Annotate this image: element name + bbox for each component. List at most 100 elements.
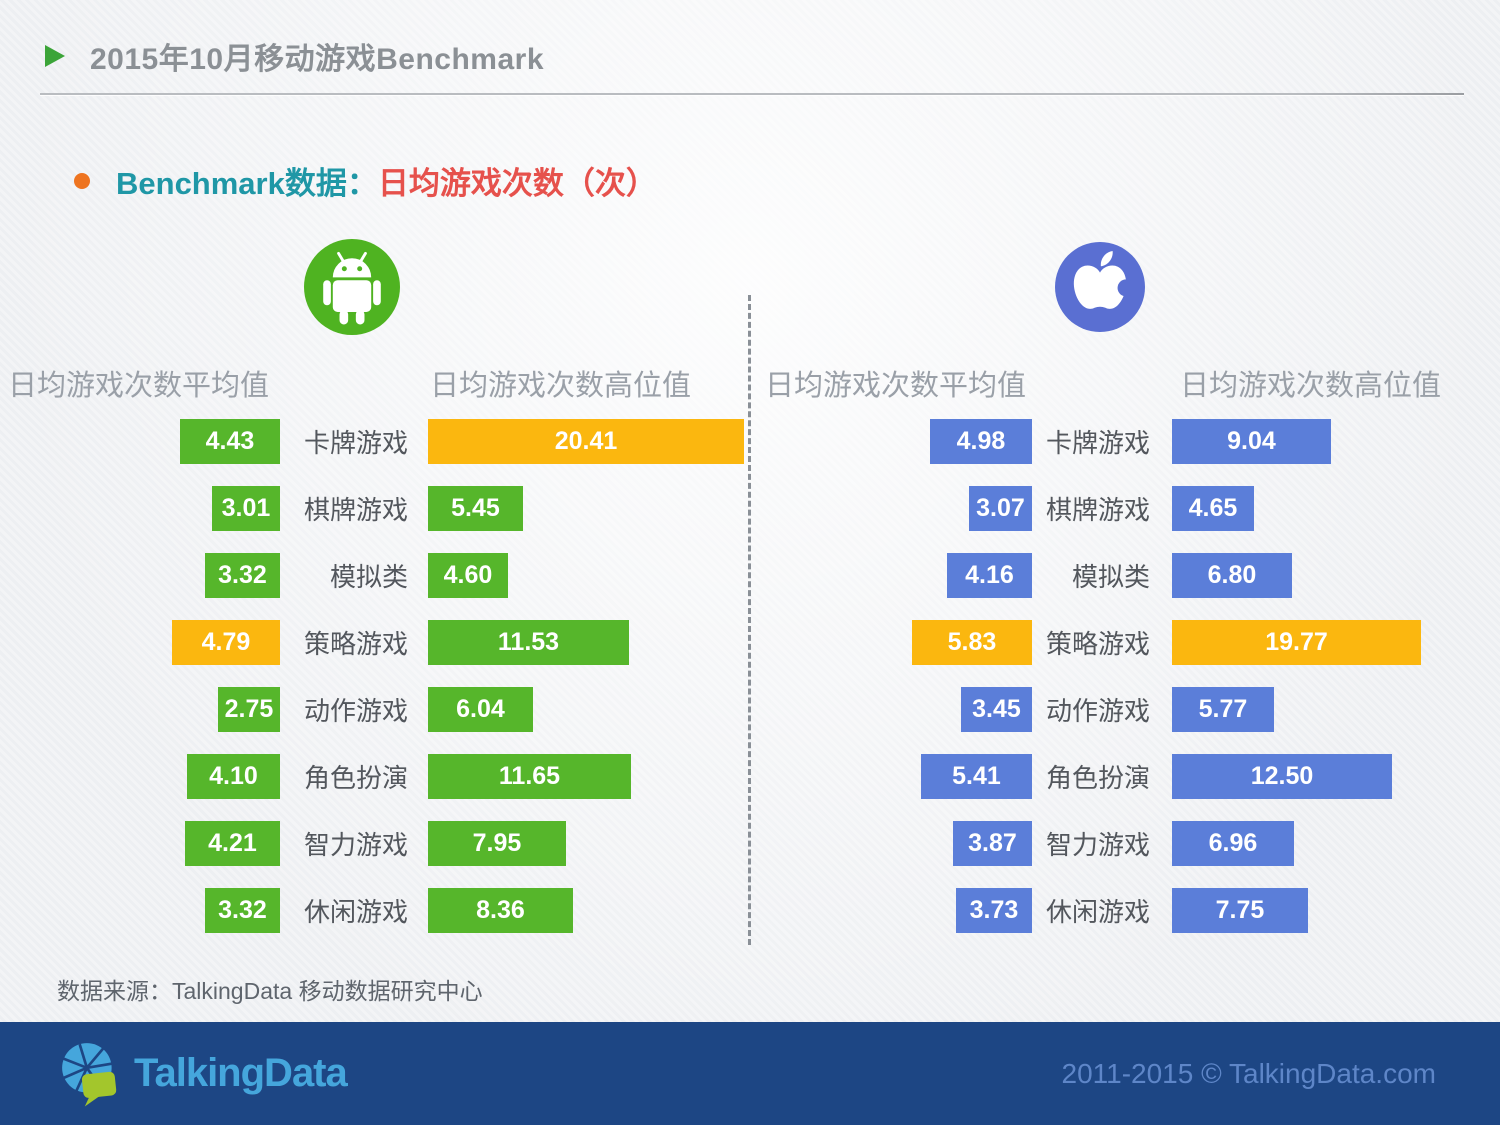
- high-bar: 9.04: [1172, 419, 1331, 464]
- high-bar: 5.45: [428, 486, 523, 531]
- high-bar-value: 4.60: [443, 561, 493, 589]
- average-bar-cell: 3.87: [750, 821, 1032, 866]
- high-bar-cell: 5.45: [428, 486, 750, 531]
- ios-rows: 4.98 卡牌游戏 9.04 3.07 棋牌游戏 4.65 4.16 模拟类 6.80 5.83 策…: [750, 408, 1500, 944]
- average-bar: 4.98: [930, 419, 1032, 464]
- high-bar-cell: 8.36: [428, 888, 750, 933]
- benchmark-row: 4.10 角色扮演 11.65: [0, 743, 750, 810]
- average-bar-value: 2.75: [224, 695, 274, 723]
- average-bar-value: 3.32: [218, 561, 267, 589]
- average-bar-cell: 4.21: [0, 821, 280, 866]
- benchmark-row: 4.21 智力游戏 7.95: [0, 810, 750, 877]
- benchmark-row: 4.79 策略游戏 11.53: [0, 609, 750, 676]
- footer-copyright: 2011-2015 © TalkingData.com: [1061, 1057, 1437, 1089]
- high-bar-value: 4.65: [1188, 494, 1238, 522]
- subtitle-bullet-icon: [74, 172, 90, 189]
- high-bar-cell: 6.80: [1172, 553, 1500, 598]
- high-bar: 4.65: [1172, 486, 1254, 531]
- average-bar-cell: 4.43: [0, 419, 280, 464]
- android-rows: 4.43 卡牌游戏 20.41 3.01 棋牌游戏 5.45 3.32 模拟类 4.60 4.79…: [0, 408, 750, 944]
- android-benchmark-panel: 日均游戏次数平均值 日均游戏次数高位值 4.43 卡牌游戏 20.41 3.01 棋牌游戏 5…: [0, 355, 750, 955]
- high-bar-value: 20.41: [554, 427, 618, 455]
- average-bar: 4.79: [172, 620, 280, 665]
- high-bar: 11.53: [428, 620, 629, 665]
- source-note: 数据来源：TalkingData 移动数据研究中心: [57, 978, 483, 1004]
- average-bar-cell: 2.75: [0, 687, 280, 732]
- high-bar: 20.41: [428, 419, 744, 464]
- high-bar-cell: 9.04: [1172, 419, 1500, 464]
- benchmark-row: 3.73 休闲游戏 7.75: [750, 877, 1500, 944]
- average-bar-value: 3.01: [221, 494, 271, 522]
- category-label: 休闲游戏: [1045, 897, 1150, 927]
- average-bar-value: 3.87: [968, 829, 1017, 857]
- high-bar: 7.95: [428, 821, 566, 866]
- ios-average-column-header: 日均游戏次数平均值: [765, 370, 1027, 402]
- high-bar-cell: 6.96: [1172, 821, 1500, 866]
- page-title: 2015年10月移动游戏Benchmark: [90, 43, 545, 76]
- category-label: 动作游戏: [1045, 696, 1150, 726]
- average-bar-value: 3.73: [969, 896, 1019, 924]
- average-bar-cell: 3.45: [750, 687, 1032, 732]
- average-bar-value: 4.79: [201, 628, 251, 656]
- category-label: 智力游戏: [303, 830, 408, 860]
- high-bar: 5.77: [1172, 687, 1274, 732]
- average-bar: 4.21: [185, 821, 280, 866]
- benchmark-row: 5.83 策略游戏 19.77: [750, 609, 1500, 676]
- category-label: 棋牌游戏: [1045, 495, 1150, 525]
- high-bar-value: 19.77: [1265, 628, 1328, 656]
- average-bar: 3.73: [956, 888, 1032, 933]
- android-robot-glyph: [323, 251, 381, 325]
- average-bar-cell: 4.10: [0, 754, 280, 799]
- subtitle-prefix: Benchmark数据：: [116, 166, 378, 201]
- average-bar-cell: 4.98: [750, 419, 1032, 464]
- average-bar-cell: 3.32: [0, 888, 280, 933]
- footer-brand-name: TalkingData: [134, 1051, 348, 1095]
- average-bar: 4.16: [947, 553, 1032, 598]
- ios-benchmark-panel: 日均游戏次数平均值 日均游戏次数高位值 4.98 卡牌游戏 9.04 3.07 棋牌游戏 4.…: [750, 355, 1500, 955]
- average-bar-cell: 4.79: [0, 620, 280, 665]
- high-bar-value: 8.36: [476, 896, 525, 924]
- title-divider: [40, 93, 1464, 95]
- ios-high-column-header: 日均游戏次数高位值: [1180, 370, 1442, 402]
- category-label: 角色扮演: [1045, 763, 1150, 793]
- high-bar: 7.75: [1172, 888, 1308, 933]
- high-bar: 6.96: [1172, 821, 1294, 866]
- benchmark-row: 3.87 智力游戏 6.96: [750, 810, 1500, 877]
- benchmark-row: 4.43 卡牌游戏 20.41: [0, 408, 750, 475]
- high-bar: 8.36: [428, 888, 573, 933]
- apple-logo-glyph: [1073, 251, 1135, 309]
- category-label: 卡牌游戏: [1045, 428, 1150, 458]
- title-bar: 2015年10月移动游戏Benchmark: [45, 34, 544, 78]
- high-bar: 19.77: [1172, 620, 1421, 665]
- android-high-column-header: 日均游戏次数高位值: [430, 370, 692, 402]
- category-label: 动作游戏: [303, 696, 408, 726]
- high-bar-cell: 11.53: [428, 620, 750, 665]
- average-bar: 3.87: [953, 821, 1032, 866]
- average-bar-value: 4.16: [965, 561, 1014, 589]
- high-bar-value: 7.75: [1215, 896, 1265, 924]
- average-bar-cell: 5.41: [750, 754, 1032, 799]
- category-label: 策略游戏: [303, 629, 408, 659]
- footer-bar: TalkingData 2011-2015 © TalkingData.com: [0, 1022, 1500, 1125]
- category-label: 模拟类: [1071, 562, 1150, 592]
- high-bar-cell: 7.75: [1172, 888, 1500, 933]
- average-bar-value: 4.10: [209, 762, 258, 790]
- high-bar-value: 6.80: [1207, 561, 1257, 589]
- average-bar-cell: 3.32: [0, 553, 280, 598]
- high-bar-cell: 20.41: [428, 419, 750, 464]
- category-label: 棋牌游戏: [303, 495, 408, 525]
- benchmark-row: 3.32 模拟类 4.60: [0, 542, 750, 609]
- category-label: 休闲游戏: [303, 897, 408, 927]
- high-bar-cell: 6.04: [428, 687, 750, 732]
- high-bar-cell: 11.65: [428, 754, 750, 799]
- high-bar-value: 6.96: [1208, 829, 1258, 857]
- high-bar: 4.60: [428, 553, 508, 598]
- benchmark-row: 3.32 休闲游戏 8.36: [0, 877, 750, 944]
- benchmark-row: 4.98 卡牌游戏 9.04: [750, 408, 1500, 475]
- average-bar: 5.41: [921, 754, 1032, 799]
- average-bar: 3.32: [205, 553, 280, 598]
- android-average-column-header: 日均游戏次数平均值: [8, 370, 270, 402]
- benchmark-row: 2.75 动作游戏 6.04: [0, 676, 750, 743]
- title-triangle-icon: [45, 45, 65, 67]
